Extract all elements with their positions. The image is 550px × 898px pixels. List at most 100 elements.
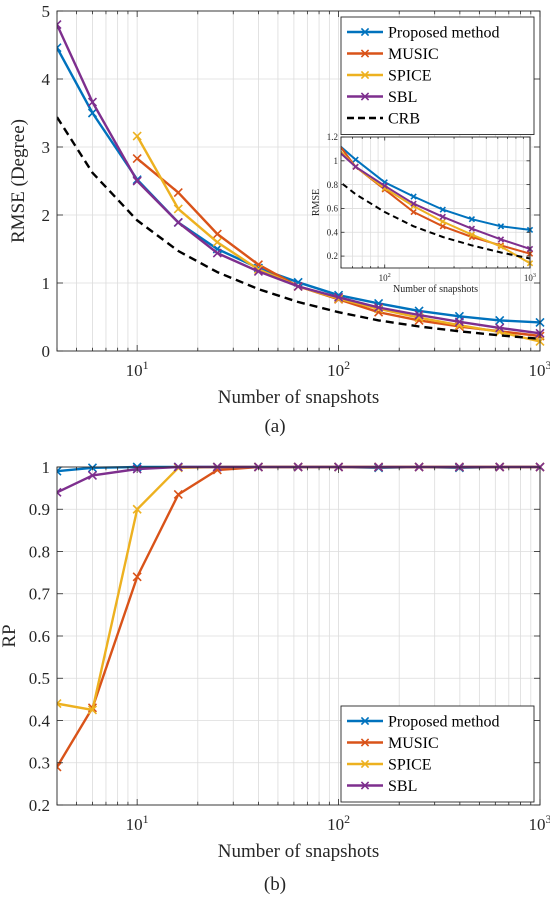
a-inset-ytick-label: 0.2 [327,251,338,261]
b-legend-marker-sbl [360,781,370,790]
a-point-spice [132,131,142,141]
a-xtick-label: 102 [327,358,350,380]
a-legend-marker-proposed-method [360,27,370,37]
b-ytick-label: 0.5 [29,669,50,688]
a-ticks [56,10,541,352]
b-point-spice [132,504,142,514]
a-inset-point-sbl [410,200,417,207]
b-point-spice [57,699,62,709]
a-ylabel: RMSE (Degree) [8,119,29,243]
a-inset-point-sbl [468,225,476,232]
a-inset-point-proposed-method [410,193,417,200]
a-inset-ytick-label: 1 [334,156,339,166]
a-point-sbl [132,176,142,186]
b-ytick-label: 1 [42,458,51,477]
a-legend-marker-spice [360,70,370,80]
b-legend-label-spice: SPICE [388,757,432,774]
a-point-sbl [293,281,303,291]
a-inset-xtick-exp: 3 [533,272,536,279]
a-inset-ytick-label: 0.6 [327,204,339,214]
a-inset-point-music [439,223,446,230]
b-point-proposed-method [57,466,62,476]
a-point-sbl [173,217,183,228]
a-point-music [132,153,142,164]
a-xtick-base: 10 [529,361,546,380]
a-inset-ticks [340,136,531,268]
a-inset-point-sbl [439,213,446,220]
a-ytick-label: 4 [42,70,51,89]
a-ytick-label: 5 [42,2,51,21]
a-point-sbl [414,310,424,320]
a-point-sbl [374,302,384,313]
b-ytick-label: 0.3 [29,754,50,773]
a-legend-marker-music [360,49,370,58]
a-point-proposed-method [87,108,98,118]
a-point-spice [212,237,222,247]
a-point-sbl [87,97,98,107]
b-xtick-exp: 1 [143,812,149,826]
a-inset-xlabel: Number of snapshots [393,284,478,295]
a-inset-point-music [410,208,417,216]
a-inset-xtick-label: 103 [524,272,536,283]
a-inset-point-proposed-method [352,156,359,163]
a-inset-xtick-base: 10 [379,273,389,283]
b-xlabel: Number of snapshots [218,841,379,862]
b-xtick-base: 10 [126,815,143,834]
b-legend-label-proposed-method: Proposed method [388,714,500,731]
b-point-music [173,489,183,500]
a-ytick-label: 2 [42,206,51,225]
a-series-group [57,20,545,347]
a-legend-label-spice: SPICE [388,68,432,85]
b-point-music [132,572,142,582]
a-xtick-exp: 1 [143,358,149,372]
b-xtick-label: 101 [126,812,149,834]
b-ylabel: RP [0,624,20,647]
a-series-line-crb [57,116,541,340]
a-point-sbl [334,292,344,302]
a-point-music [212,229,222,239]
a-inset-point-sbl [497,236,505,243]
a-ytick-label: 0 [42,342,51,361]
a-inset-ytick-label: 0.8 [327,180,339,190]
b-xtick-base: 10 [327,815,344,834]
a-inset-xtick-base: 10 [524,273,534,283]
a-point-proposed-method [495,315,505,325]
b-xtick-exp: 3 [546,812,550,826]
a-xtick-exp: 3 [546,358,550,372]
a-legend-marker-sbl [360,92,370,101]
b-ytick-label: 0.6 [29,627,50,646]
a-point-spice [173,204,183,214]
b-ytick-label: 0.7 [29,585,51,604]
b-ticks [56,466,541,806]
a-inset-point-spice [497,243,505,250]
a-legend-label-music: MUSIC [388,46,439,63]
a-inset-point-spice [468,231,476,238]
a-frame [56,10,541,352]
b-point-sbl [87,470,98,481]
a-point-sbl [212,248,222,258]
a-ytick-label: 1 [42,274,51,293]
a-legend-label-crb: CRB [388,111,420,128]
b-legend-marker-spice [360,759,370,769]
a-point-music [173,187,183,198]
a-inset-series-line-crb [341,181,531,260]
a-inset-point-sbl [352,163,359,170]
b-ytick-label: 0.8 [29,542,50,561]
a-point-sbl [495,323,505,333]
b-xtick-label: 102 [327,812,350,834]
a-ytick-label: 3 [42,138,51,157]
a-point-sbl [253,266,263,277]
a-xtick-base: 10 [126,361,143,380]
a-inset-xtick-exp: 2 [388,272,391,279]
a-legend-label-sbl: SBL [388,89,417,106]
b-ytick-label: 0.9 [29,500,50,519]
a-inset-point-proposed-method [497,223,505,230]
a-inset-ytick-label: 0.4 [327,227,339,237]
a-inset-point-spice [439,218,446,225]
a-xtick-label: 103 [529,358,550,380]
a-inset-point-music [267,0,272,5]
b-point-spice [87,705,98,715]
